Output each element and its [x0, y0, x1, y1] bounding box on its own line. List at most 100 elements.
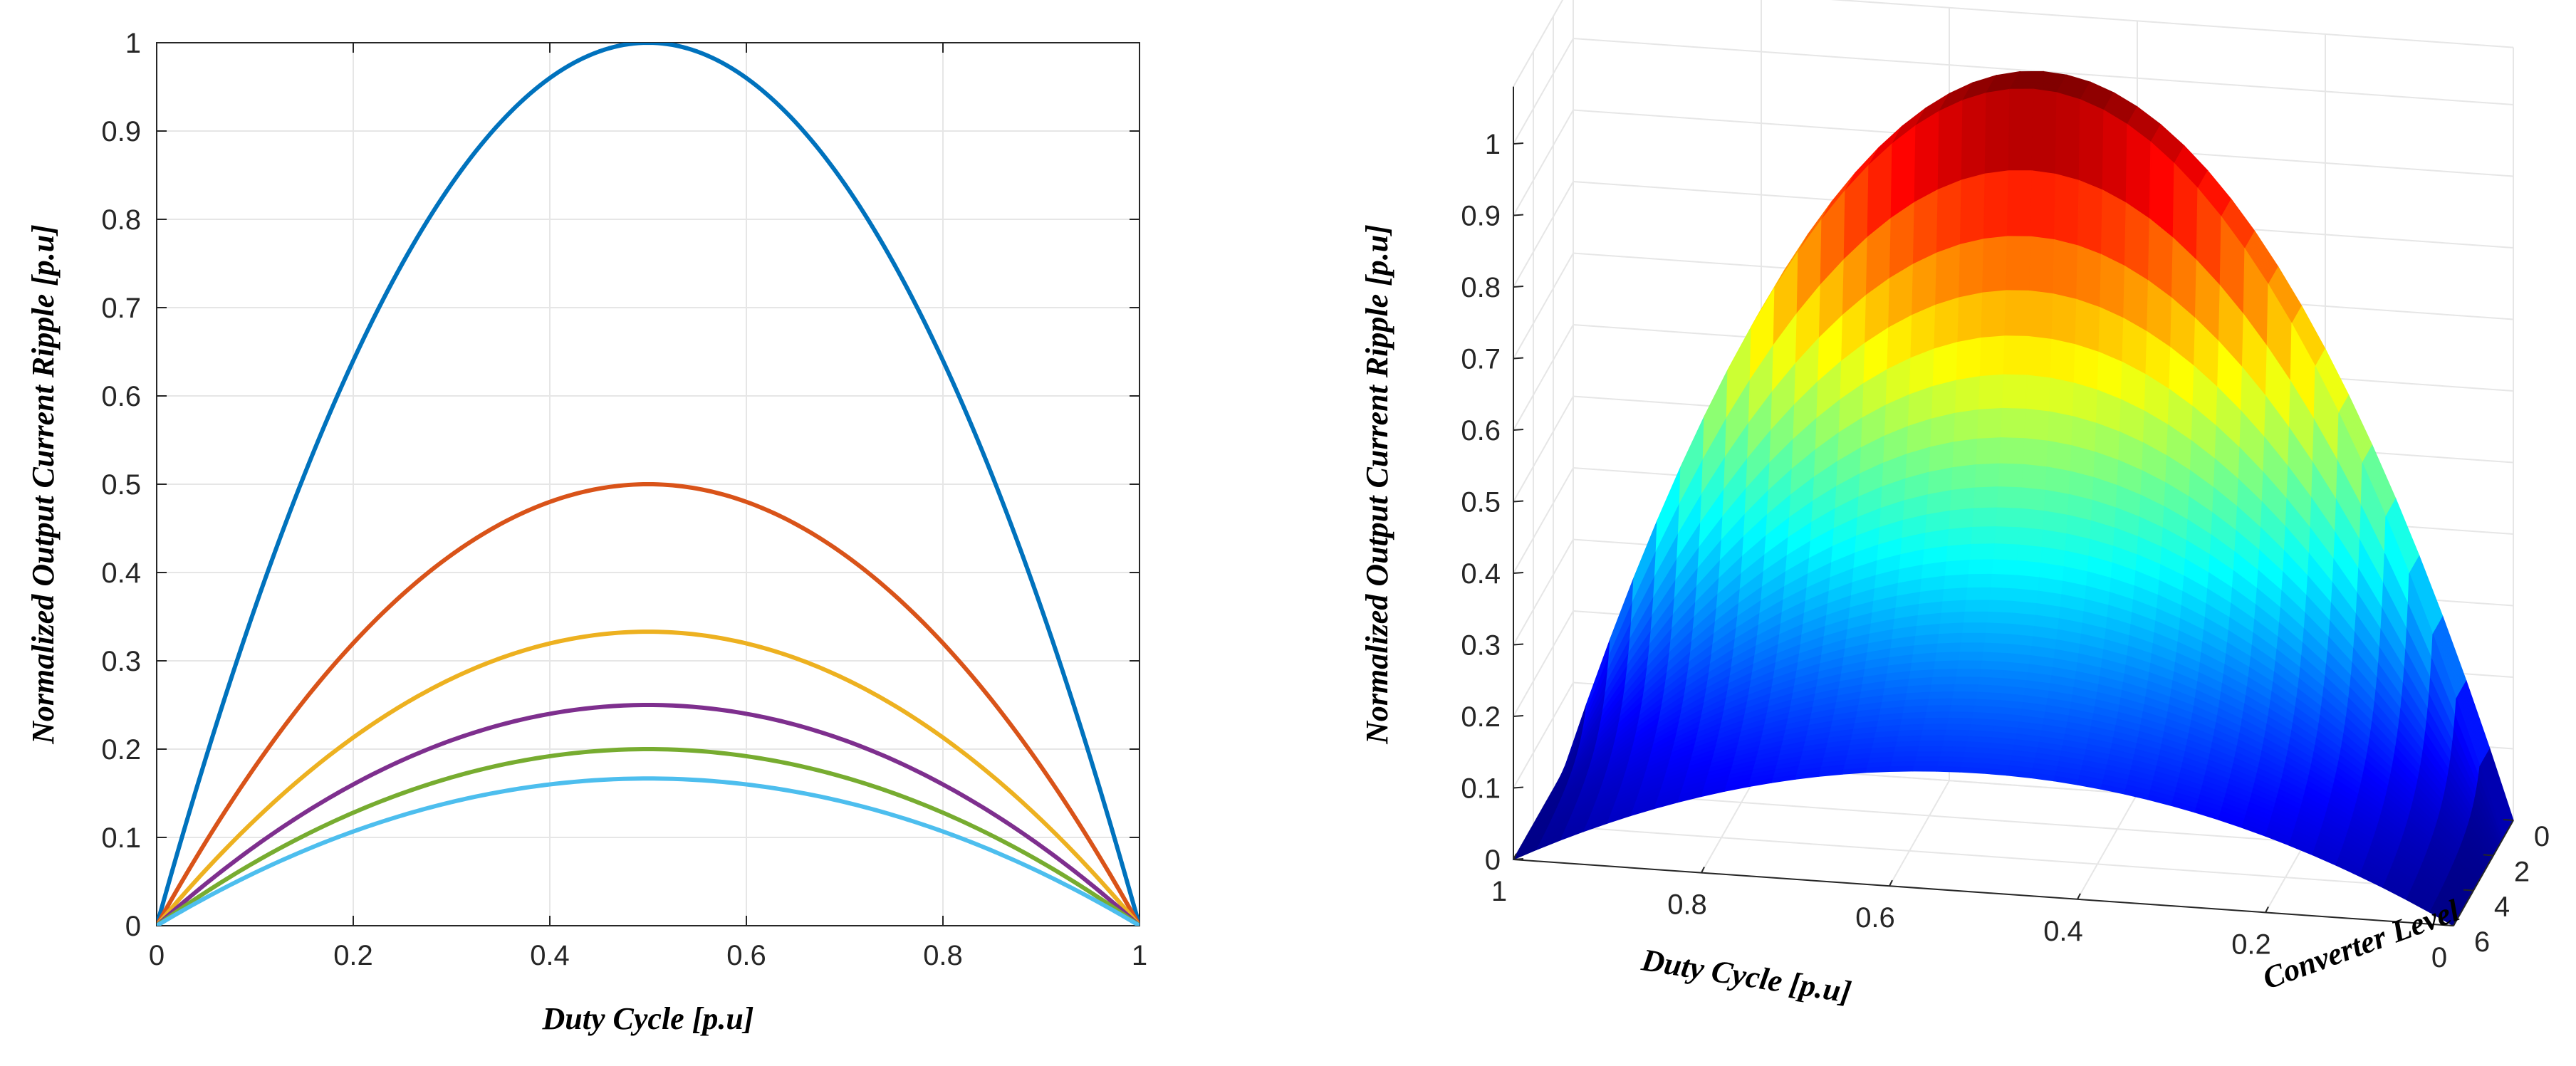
surface-patch	[2001, 407, 2027, 439]
surface-patch	[1956, 669, 1982, 678]
duty-tick-label: 0.6	[1855, 902, 1895, 934]
duty-tick-labels: 1 0.8 0.6 0.4 0.2 0	[1491, 876, 2447, 973]
z-tick-label: 0.1	[1461, 773, 1501, 805]
surface-patch	[1946, 543, 1972, 563]
y-tick-label: 1	[125, 28, 141, 59]
surface-patch	[1935, 244, 1961, 306]
surface-patch	[1924, 717, 1950, 725]
y-tick-label: 0	[125, 911, 141, 942]
series-group	[157, 43, 1140, 926]
x-tick-label: 0.4	[530, 940, 570, 971]
z-tick-label: 0	[1485, 845, 1501, 876]
surface-patch	[2004, 290, 2030, 338]
surface-chart: 0 0.1 0.2 0.3 0.4 0.5 0.6 0.7 0.8 0.9 1 1 0.8 0.6 0.4…	[1360, 0, 2550, 1010]
level-tick-label: 2	[2514, 856, 2530, 887]
surface-patch	[1974, 463, 2001, 488]
surface-patch	[1939, 611, 1966, 625]
surface-patch	[1959, 173, 1986, 246]
axes-lines-3d	[1513, 86, 2514, 926]
surface-patch	[1962, 622, 1988, 634]
z-tick-label: 1	[1485, 129, 1501, 160]
surface-patch	[1991, 573, 2017, 590]
surface-patch	[2021, 464, 2048, 491]
z-tick-label: 0.9	[1461, 201, 1501, 232]
surface-patch	[1936, 765, 1962, 773]
surface-patch	[1983, 642, 2009, 654]
x-tick-label: 1	[1132, 940, 1147, 971]
y-axis-label: Normalized Output Current Ripple [p.u]	[26, 224, 61, 745]
x-tick-label: 0	[149, 940, 165, 971]
x-tick-label: 0.2	[333, 940, 373, 971]
series-line-5	[157, 747, 1140, 926]
surface-patch	[1912, 189, 1939, 265]
surface-patch	[1947, 717, 1973, 726]
surface-patch	[1927, 698, 1954, 706]
surface-patch	[2015, 560, 2041, 578]
surface-patch	[1919, 741, 1945, 747]
surface-patch	[1929, 684, 1956, 693]
surface-patch	[1917, 746, 1944, 753]
z-tick-label: 0.5	[1461, 487, 1501, 518]
surface-patch	[1931, 380, 1957, 419]
surface-patch	[1912, 765, 1939, 772]
surface-patch	[1977, 407, 2003, 440]
surface-patch	[1937, 99, 1964, 191]
z-tick-label: 0.3	[1461, 630, 1501, 662]
y-tick-labels: 0 0.1 0.2 0.3 0.4 0.5 0.6 0.7 0.8 0.9 1	[101, 28, 141, 942]
surface-patch	[2018, 527, 2044, 548]
surface-patch	[1931, 676, 1957, 686]
surface-patch	[1949, 508, 1975, 531]
surface-patch	[2100, 189, 2127, 267]
surface-patch	[2045, 466, 2071, 496]
duty-tick-label: 0	[2431, 942, 2447, 973]
duty-tick-label: 0.8	[1667, 889, 1707, 921]
surface-patch	[2078, 98, 2105, 191]
surface-patch	[1957, 292, 1983, 343]
surface-patch	[1982, 236, 2008, 293]
surface-patch	[1924, 711, 1951, 719]
surface	[1512, 70, 2514, 926]
z-tick-label: 0.4	[1461, 558, 1501, 590]
surface-patch	[1972, 507, 1998, 528]
surface-patch	[1964, 600, 1991, 613]
y-tick-label: 0.1	[101, 822, 141, 854]
surface-patch	[1954, 375, 1981, 414]
surface-patch	[1951, 464, 1977, 491]
z-axis-label: Normalized Output Current Ripple [p.u]	[1360, 224, 1394, 745]
y-tick-label: 0.6	[101, 381, 141, 412]
surface-patch	[1981, 652, 2008, 663]
level-tick-label: 0	[2534, 821, 2550, 852]
x-tick-label: 0.6	[726, 940, 766, 971]
surface-patch	[2048, 411, 2074, 446]
surface-patch	[1978, 374, 2004, 411]
surface-patch	[2073, 344, 2100, 391]
surface-patch	[2031, 88, 2058, 175]
series-line-6	[157, 776, 1140, 926]
surface-patch	[1979, 335, 2006, 377]
surface-patch	[1981, 290, 2007, 339]
surface-patch	[2102, 109, 2128, 204]
surface-patch	[2003, 335, 2029, 376]
surface-patch	[1914, 756, 1941, 763]
surface-patch	[1958, 652, 1984, 662]
surface-patch	[2029, 236, 2055, 295]
surface-patch	[2055, 92, 2081, 182]
surface-patch	[1944, 559, 1971, 577]
surface-patch	[1936, 179, 1962, 254]
series-line-1	[157, 43, 1140, 926]
surface-patch	[1954, 676, 1981, 686]
surface-patch	[1865, 766, 1892, 773]
surface-patch	[2076, 245, 2102, 308]
surface-patch	[1951, 698, 1977, 707]
surface-patch	[2075, 298, 2101, 353]
surface-patch	[1986, 611, 2013, 625]
surface-patch	[1952, 691, 1978, 700]
surface-patch	[1949, 705, 1976, 714]
surface-patch	[1986, 622, 2012, 635]
surface-patch	[1926, 705, 1952, 713]
line-chart: 0 0.2 0.4 0.6 0.8 1 0 0.1 0.2 0.3 0.4 0.5 0.6 0.7 0.8…	[26, 28, 1147, 1036]
surface-patch	[1932, 341, 1959, 387]
y-tick-label: 0.2	[101, 734, 141, 765]
